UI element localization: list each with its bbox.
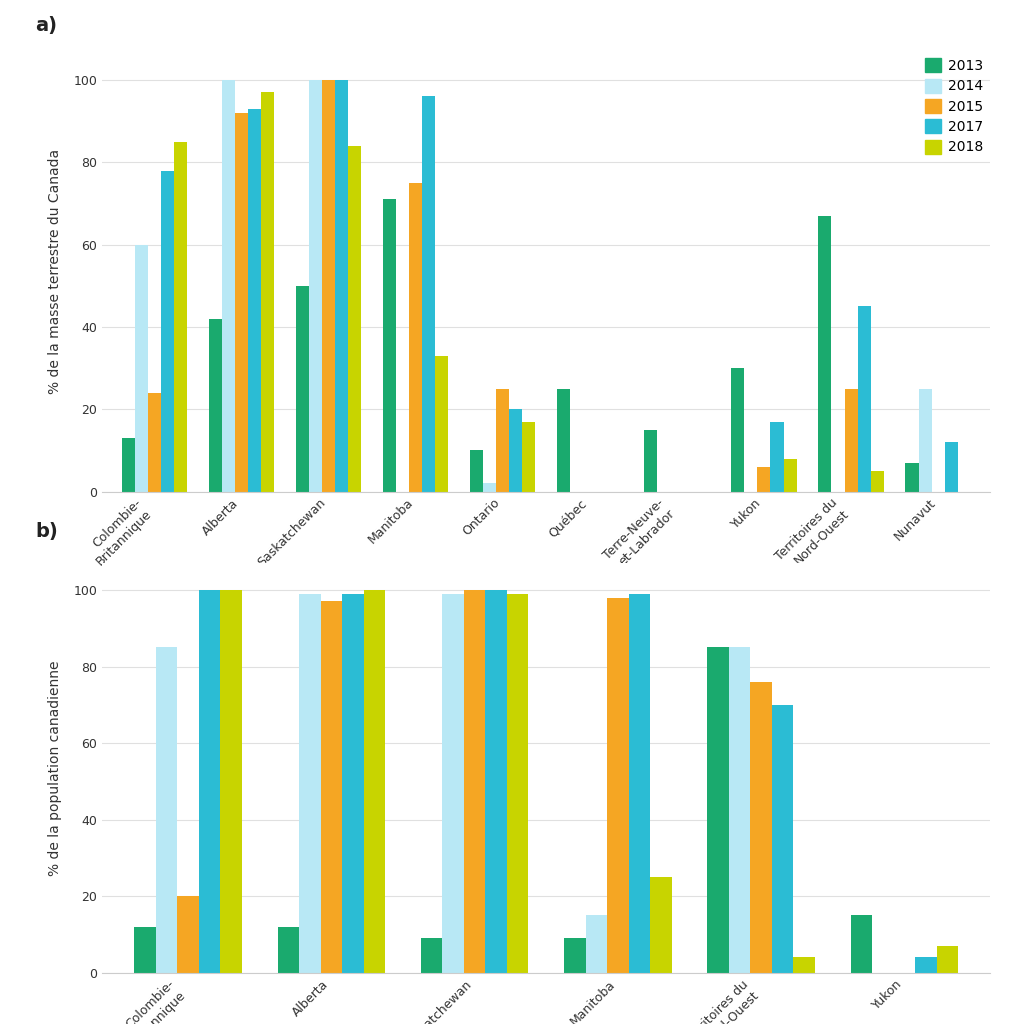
Bar — [915, 957, 936, 973]
Text: a): a) — [36, 16, 57, 35]
Bar — [248, 109, 261, 492]
Bar — [772, 705, 793, 973]
Bar — [844, 389, 858, 492]
Bar — [485, 590, 506, 973]
Bar — [464, 590, 485, 973]
Bar — [919, 389, 931, 492]
Bar — [470, 451, 483, 492]
Bar — [222, 80, 235, 492]
Bar — [523, 422, 535, 492]
Bar — [135, 927, 156, 973]
Bar — [261, 92, 274, 492]
Bar — [409, 183, 422, 492]
Y-axis label: % de la masse terrestre du Canada: % de la masse terrestre du Canada — [48, 148, 62, 394]
Bar — [342, 594, 363, 973]
Bar — [335, 80, 348, 492]
Bar — [906, 463, 919, 492]
Bar — [309, 80, 322, 492]
Bar — [586, 915, 607, 973]
Bar — [858, 306, 871, 492]
Bar — [348, 145, 361, 492]
Bar — [321, 601, 342, 973]
Bar — [783, 459, 796, 492]
Bar — [383, 200, 396, 492]
Bar — [750, 682, 772, 973]
Bar — [322, 80, 335, 492]
Bar — [483, 483, 496, 492]
Bar — [363, 590, 385, 973]
Bar — [819, 216, 831, 492]
Bar — [650, 878, 672, 973]
Bar — [506, 594, 528, 973]
Bar — [421, 938, 442, 973]
Bar — [793, 957, 815, 973]
Bar — [435, 355, 448, 492]
Bar — [557, 389, 570, 492]
Bar — [121, 438, 135, 492]
Bar — [299, 594, 321, 973]
Bar — [148, 393, 161, 492]
Legend: 2013, 2014, 2015, 2017, 2018: 2013, 2014, 2015, 2017, 2018 — [925, 58, 983, 155]
Bar — [565, 938, 586, 973]
Bar — [731, 368, 744, 492]
Y-axis label: % de la population canadienne: % de la population canadienne — [48, 660, 62, 876]
Bar — [496, 389, 509, 492]
Bar — [161, 171, 174, 492]
Bar — [296, 286, 309, 492]
Bar — [607, 598, 629, 973]
Bar — [771, 422, 783, 492]
Bar — [221, 590, 242, 973]
Bar — [729, 647, 750, 973]
Bar — [936, 946, 958, 973]
Bar — [850, 915, 872, 973]
Bar — [156, 647, 178, 973]
Bar — [629, 594, 650, 973]
Bar — [871, 471, 884, 492]
Bar — [208, 318, 222, 492]
Text: b): b) — [36, 522, 58, 542]
Bar — [422, 96, 435, 492]
Bar — [178, 896, 199, 973]
Bar — [174, 141, 187, 492]
Bar — [644, 430, 658, 492]
Bar — [944, 442, 958, 492]
Bar — [135, 245, 148, 492]
Bar — [199, 590, 221, 973]
Bar — [758, 467, 771, 492]
Bar — [509, 410, 523, 492]
Bar — [708, 647, 729, 973]
Bar — [235, 113, 248, 492]
Bar — [442, 594, 464, 973]
Bar — [278, 927, 299, 973]
